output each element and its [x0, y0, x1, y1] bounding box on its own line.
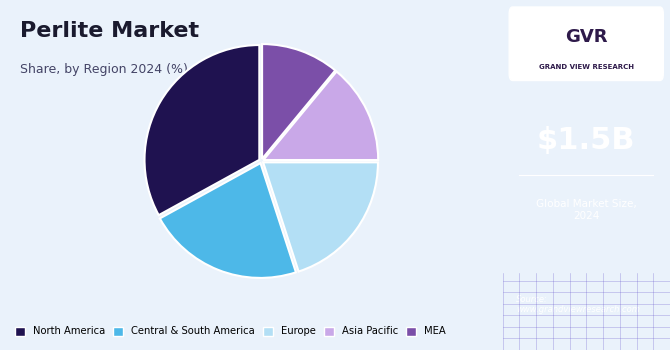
Text: Global Market Size,
2024: Global Market Size, 2024	[536, 199, 636, 221]
Wedge shape	[145, 45, 259, 215]
Wedge shape	[263, 71, 378, 160]
Text: Share, by Region 2024 (%): Share, by Region 2024 (%)	[20, 63, 188, 76]
Legend: North America, Central & South America, Europe, Asia Pacific, MEA: North America, Central & South America, …	[10, 322, 451, 342]
Text: Source:
www.grandviewresearch.com: Source: www.grandviewresearch.com	[516, 295, 640, 314]
Wedge shape	[262, 44, 335, 159]
Text: GRAND VIEW RESEARCH: GRAND VIEW RESEARCH	[539, 64, 634, 70]
Text: $1.5B: $1.5B	[537, 126, 636, 154]
Text: Perlite Market: Perlite Market	[20, 21, 199, 41]
FancyBboxPatch shape	[509, 7, 663, 80]
Wedge shape	[263, 162, 378, 272]
Wedge shape	[160, 163, 296, 278]
Text: GVR: GVR	[565, 28, 608, 46]
